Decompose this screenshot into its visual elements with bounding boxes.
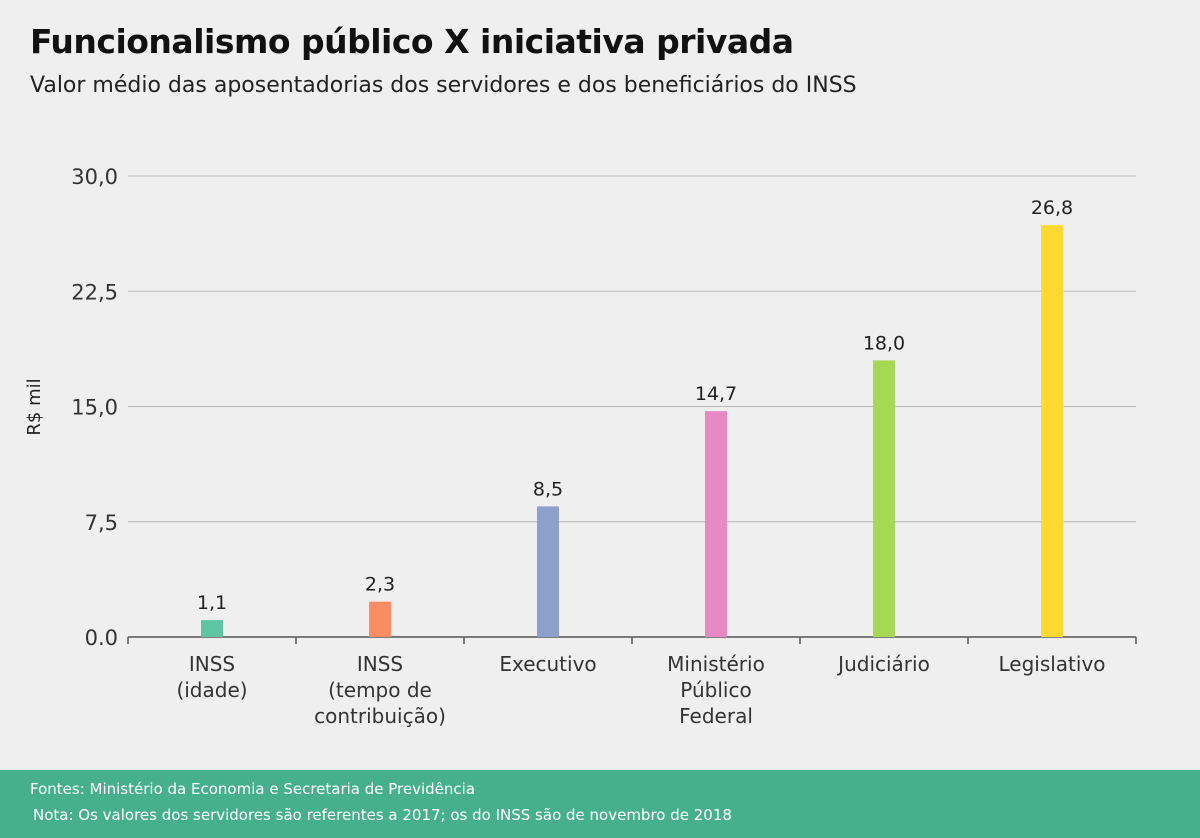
x-tick-label: Executivo	[499, 652, 596, 676]
data-label: 1,1	[197, 592, 227, 614]
x-tick-label: contribuição)	[314, 704, 446, 728]
y-tick-label: 15,0	[71, 396, 118, 420]
x-tick-label: Judiciário	[836, 652, 930, 676]
y-tick-label: 30,0	[71, 165, 118, 189]
data-label: 2,3	[365, 574, 395, 596]
footer: Fontes: Ministério da Economia e Secreta…	[0, 770, 1200, 838]
bar	[705, 411, 727, 637]
x-tick-label: Federal	[679, 704, 753, 728]
x-tick-label: Público	[680, 678, 751, 702]
x-tick-label: (tempo de	[328, 678, 432, 702]
x-tick-label: Legislativo	[998, 652, 1105, 676]
bar	[201, 620, 223, 637]
bar	[369, 601, 391, 637]
y-tick-label: 7,5	[85, 511, 118, 535]
data-label: 14,7	[695, 383, 737, 405]
y-axis-label: R$ mil	[24, 378, 45, 435]
sources-text: Fontes: Ministério da Economia e Secreta…	[30, 780, 476, 798]
chart-subtitle: Valor médio das aposentadorias dos servi…	[30, 73, 857, 98]
chart-title: Funcionalismo público X iniciativa priva…	[30, 22, 794, 61]
x-tick-label: INSS	[189, 652, 235, 676]
data-label: 8,5	[533, 478, 563, 500]
y-tick-label: 22,5	[71, 280, 118, 304]
y-tick-label: 0.0	[85, 626, 118, 650]
bar	[873, 360, 895, 637]
note-text: Nota: Os valores dos servidores são refe…	[33, 806, 732, 824]
data-label: 26,8	[1031, 197, 1073, 219]
bar-chart: 0.07,515,022,530,0R$ mil1,1INSS(idade)2,…	[24, 165, 1137, 728]
x-tick-label: INSS	[357, 652, 403, 676]
x-tick-label: (idade)	[176, 678, 247, 702]
bar	[1041, 225, 1063, 637]
data-label: 18,0	[863, 332, 905, 354]
x-tick-label: Ministério	[667, 652, 765, 676]
bar	[537, 506, 559, 637]
